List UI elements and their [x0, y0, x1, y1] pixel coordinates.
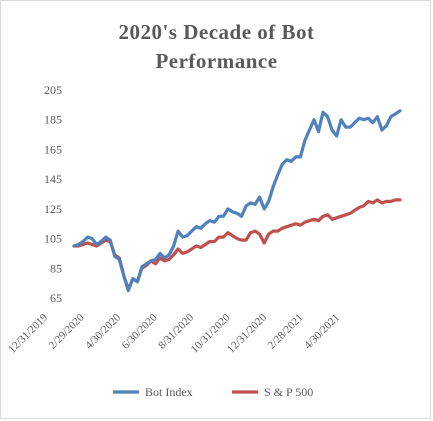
- plot-area: [72, 109, 402, 293]
- x-tick-label: 2/28/2021: [266, 312, 306, 352]
- chart-title-line-1: 2020's Decade of Bot: [118, 20, 315, 44]
- chart-title: 2020's Decade of Bot Performance: [0, 18, 433, 76]
- x-tick-label: 12/31/2019: [6, 311, 50, 355]
- legend-label: S & P 500: [264, 385, 313, 399]
- x-tick-label: 4/30/2020: [83, 311, 123, 351]
- y-tick-label: 205: [44, 83, 62, 97]
- y-tick-label: 145: [44, 172, 62, 186]
- series-line-bot-index: [72, 109, 402, 293]
- y-tick-label: 65: [50, 291, 62, 305]
- x-tick-label: 12/31/2020: [225, 311, 269, 355]
- legend: Bot Index S & P 500: [113, 385, 313, 399]
- legend-item-sp500: S & P 500: [232, 385, 313, 399]
- y-tick-label: 165: [44, 142, 62, 156]
- chart-title-line-2: Performance: [155, 49, 278, 73]
- y-tick-label: 185: [44, 113, 62, 127]
- x-tick-label: 4/30/2021: [302, 312, 342, 352]
- x-tick-label: 6/30/2020: [120, 311, 160, 351]
- y-tick-label: 85: [50, 261, 62, 275]
- legend-label: Bot Index: [145, 385, 193, 399]
- x-axis: 12/31/20192/29/20204/30/20206/30/20208/3…: [6, 311, 342, 355]
- y-tick-label: 125: [44, 202, 62, 216]
- y-axis: 65 85 105 125 145 165 185 205: [44, 83, 62, 305]
- legend-item-bot-index: Bot Index: [113, 385, 193, 399]
- x-tick-label: 2/29/2020: [47, 311, 87, 351]
- y-tick-label: 105: [44, 232, 62, 246]
